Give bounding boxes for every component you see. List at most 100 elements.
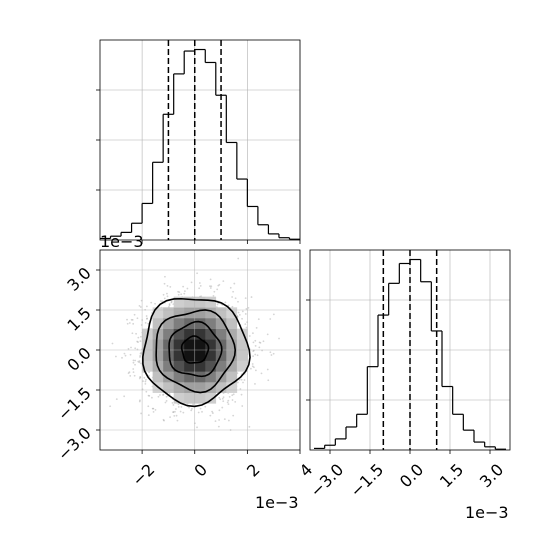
joint-point <box>240 378 243 381</box>
joint-density-cell <box>205 360 217 372</box>
joint-density-cell <box>173 392 185 404</box>
joint-point <box>134 359 137 362</box>
joint-point <box>244 313 247 315</box>
joint-point <box>109 405 112 408</box>
joint-density-cell <box>173 371 185 383</box>
joint-point <box>130 346 132 349</box>
joint-ytick-label: −3.0 <box>54 423 95 464</box>
joint-point <box>142 371 145 374</box>
joint-density-cell <box>152 371 164 383</box>
joint-point <box>254 339 257 342</box>
joint-point <box>240 393 243 396</box>
joint-point <box>159 300 162 302</box>
joint-density-cell <box>173 339 185 351</box>
joint-density-cell <box>184 339 196 351</box>
joint-point <box>151 396 153 399</box>
joint-point <box>144 382 147 385</box>
joint-point <box>127 372 130 375</box>
joint-density-cell <box>163 382 174 393</box>
joint-point <box>237 300 239 303</box>
joint-point <box>190 409 193 412</box>
joint-point <box>231 394 234 397</box>
joint-point <box>182 285 185 288</box>
joint-point <box>257 318 260 321</box>
joint-point <box>209 278 212 281</box>
joint-point <box>126 322 129 325</box>
joint-point <box>150 301 153 304</box>
joint-point <box>171 402 174 404</box>
joint-density-cell <box>184 392 196 404</box>
joint-density-cell <box>205 350 217 361</box>
joint-point <box>157 395 160 398</box>
joint-point <box>267 379 270 382</box>
joint-density-cell <box>184 371 196 383</box>
joint-point <box>227 403 230 406</box>
joint-density-cell <box>173 296 185 308</box>
joint-point <box>227 304 230 307</box>
joint-point <box>179 410 182 413</box>
joint-point <box>139 354 142 357</box>
joint-point <box>180 452 182 454</box>
joint-point <box>252 341 255 344</box>
joint-point <box>126 318 128 321</box>
joint-point <box>142 380 144 383</box>
joint-point <box>218 396 221 399</box>
joint-point <box>132 322 135 325</box>
joint-point <box>161 300 164 303</box>
joint-point <box>138 304 141 307</box>
joint-point <box>244 323 247 326</box>
joint-point <box>164 275 166 278</box>
joint-point <box>232 414 235 417</box>
joint-point <box>148 394 151 397</box>
joint-density-cell <box>226 350 238 361</box>
joint-point <box>204 405 207 408</box>
joint-density-cell <box>205 307 217 319</box>
joint-point <box>145 390 148 393</box>
joint-point <box>209 285 211 288</box>
joint-density-cell <box>184 328 196 340</box>
joint-point <box>227 399 230 402</box>
joint-density-cell <box>163 360 174 372</box>
joint-point <box>249 367 252 370</box>
joint-y-offset-label: 1e−3 <box>100 232 144 251</box>
joint-density-cell <box>194 382 206 393</box>
joint-point <box>233 282 236 285</box>
joint-ytick-label: −1.5 <box>54 383 95 424</box>
joint-point <box>111 342 114 345</box>
joint-point <box>132 371 135 374</box>
joint-contour-line <box>142 297 251 408</box>
joint-density-cell <box>205 296 217 308</box>
hist2-xtick-label: −3.0 <box>306 460 347 501</box>
joint-density-cell <box>163 318 174 329</box>
joint-density-cell <box>236 350 248 361</box>
joint-point <box>177 293 180 296</box>
joint-point <box>132 368 135 370</box>
joint-point <box>163 419 165 422</box>
joint-density-cell <box>194 296 206 308</box>
joint-point <box>245 308 248 310</box>
joint-point <box>178 291 181 294</box>
hist2-x-offset-label: 1e−3 <box>465 503 509 522</box>
joint-density-cell <box>184 350 196 361</box>
hist2-xtick-label: 0.0 <box>396 460 427 491</box>
joint-density-cell <box>142 350 153 361</box>
joint-point <box>234 400 237 403</box>
joint-point <box>140 362 142 365</box>
joint-point <box>169 285 172 288</box>
joint-point <box>266 368 269 371</box>
joint-ytick-label: 3.0 <box>63 263 94 294</box>
joint-point <box>162 394 164 396</box>
joint-point <box>138 400 141 403</box>
joint-point <box>190 281 193 284</box>
joint-point <box>216 288 219 291</box>
joint-density-cell <box>236 339 248 351</box>
joint-point <box>135 332 137 335</box>
joint-point <box>131 318 134 321</box>
joint-point <box>139 376 142 379</box>
joint-density-cell <box>226 307 238 319</box>
joint-point <box>180 406 183 408</box>
joint-point <box>199 284 202 287</box>
joint-point <box>213 290 216 293</box>
joint-point <box>247 306 250 309</box>
joint-point <box>128 371 131 373</box>
